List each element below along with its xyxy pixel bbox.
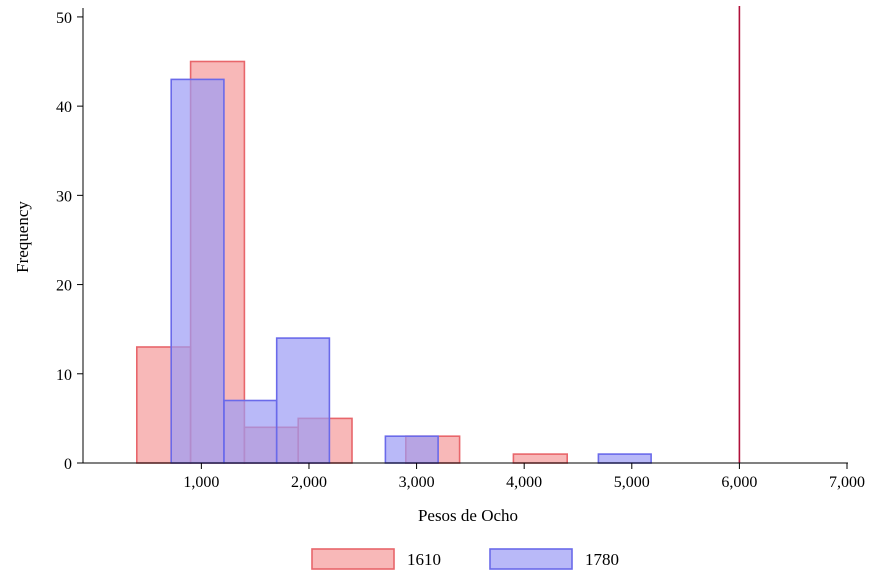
legend-label-1780: 1780 bbox=[585, 550, 619, 569]
y-tick-label: 30 bbox=[56, 188, 72, 205]
x-tick-label: 2,000 bbox=[291, 474, 327, 491]
bar-1780-4 bbox=[597, 453, 652, 464]
x-tick-label: 1,000 bbox=[183, 474, 219, 491]
y-tick-label: 0 bbox=[64, 456, 72, 473]
bar-1780-1 bbox=[223, 399, 278, 464]
y-tick-label: 40 bbox=[56, 99, 72, 116]
bar-1610-5 bbox=[512, 453, 569, 464]
x-tick-label: 7,000 bbox=[829, 474, 865, 491]
y-tick-label: 10 bbox=[56, 367, 72, 384]
bar-1780-3 bbox=[384, 435, 439, 464]
legend-swatch-1610 bbox=[311, 548, 395, 570]
bar-1780-2 bbox=[275, 337, 331, 464]
x-tick-label: 4,000 bbox=[506, 474, 542, 491]
x-axis-label: Pesos de Ocho bbox=[418, 506, 518, 525]
x-tick-label: 3,000 bbox=[399, 474, 435, 491]
y-tick-label: 50 bbox=[56, 10, 72, 27]
y-tick-label: 20 bbox=[56, 278, 72, 295]
bars-layer bbox=[136, 60, 652, 464]
x-tick-label: 5,000 bbox=[614, 474, 650, 491]
legend-label-1610: 1610 bbox=[407, 550, 441, 569]
legend-swatch-1780 bbox=[489, 548, 573, 570]
axes-layer: 1,000 2,000 3,000 4,000 5,000 6,000 7,000 0 10 20… bbox=[56, 8, 865, 491]
bar-1780-0 bbox=[170, 78, 225, 464]
x-tick-label: 6,000 bbox=[721, 474, 757, 491]
legend: 1610 1780 bbox=[311, 548, 619, 570]
y-axis-label: Frequency bbox=[13, 201, 32, 273]
